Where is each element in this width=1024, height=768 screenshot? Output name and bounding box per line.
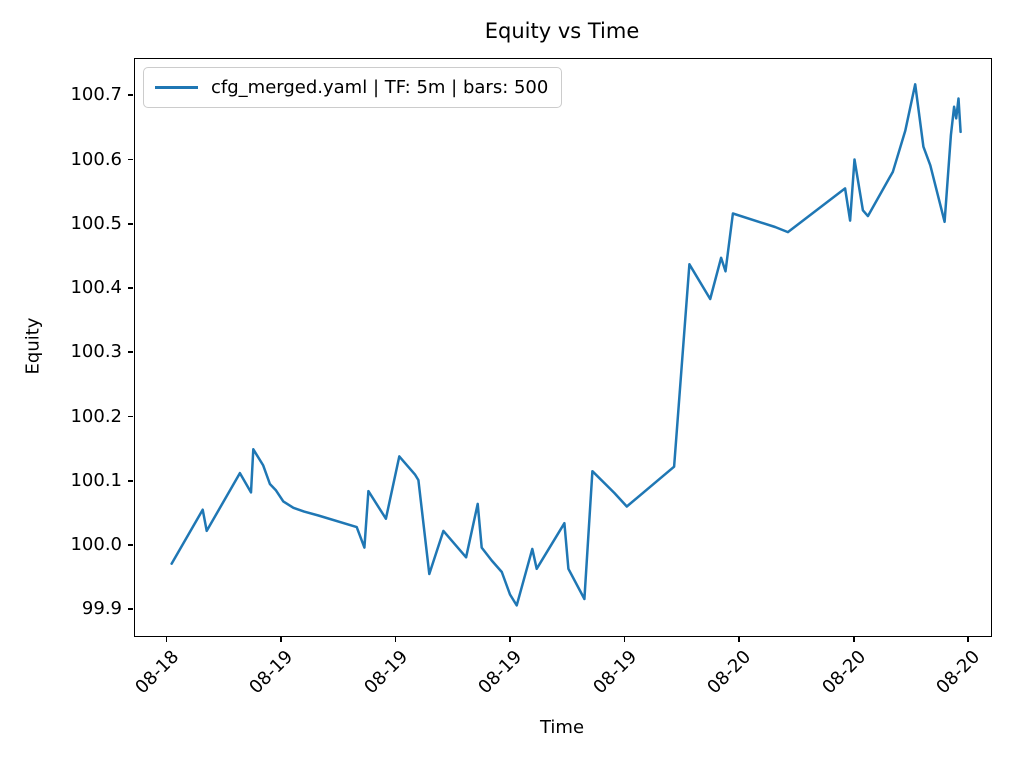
- y-tick-mark: [128, 544, 133, 546]
- legend-label: cfg_merged.yaml | TF: 5m | bars: 500: [211, 77, 549, 98]
- y-axis-label: Equity: [22, 317, 44, 375]
- x-tick-mark: [394, 636, 397, 642]
- equity-line-series: [170, 83, 962, 607]
- legend-line-swatch: [155, 86, 198, 89]
- y-tick-label: 100.4: [70, 277, 122, 299]
- x-tick-mark: [852, 636, 855, 642]
- chart-title: Equity vs Time: [484, 19, 640, 43]
- x-tick-mark: [623, 636, 626, 642]
- y-tick-mark: [128, 415, 133, 418]
- x-tick-mark: [738, 636, 740, 642]
- y-tick-mark: [128, 351, 133, 354]
- y-tick-label: 100.1: [70, 469, 122, 491]
- y-tick-label: 100.7: [70, 84, 122, 106]
- y-tick-mark: [128, 94, 133, 97]
- y-tick-mark: [128, 222, 133, 225]
- plot-area: [134, 58, 992, 637]
- y-tick-label: 100.5: [70, 212, 122, 234]
- y-tick-mark: [128, 158, 133, 161]
- y-tick-mark: [128, 287, 133, 289]
- y-tick-label: 100.2: [70, 405, 122, 427]
- y-tick-mark: [128, 479, 133, 482]
- y-tick-label: 100.0: [70, 534, 122, 556]
- x-tick-mark: [967, 636, 970, 642]
- y-tick-label: 99.9: [81, 598, 122, 620]
- x-tick-mark: [509, 636, 511, 642]
- y-tick-mark: [128, 608, 133, 611]
- y-tick-label: 100.6: [70, 148, 122, 170]
- x-tick-mark: [165, 636, 168, 642]
- legend-box: cfg_merged.yaml | TF: 5m | bars: 500: [143, 67, 563, 108]
- y-tick-label: 100.3: [70, 341, 122, 363]
- x-axis-label: Time: [539, 717, 585, 738]
- x-tick-mark: [280, 636, 282, 642]
- plot-canvas: [170, 83, 962, 607]
